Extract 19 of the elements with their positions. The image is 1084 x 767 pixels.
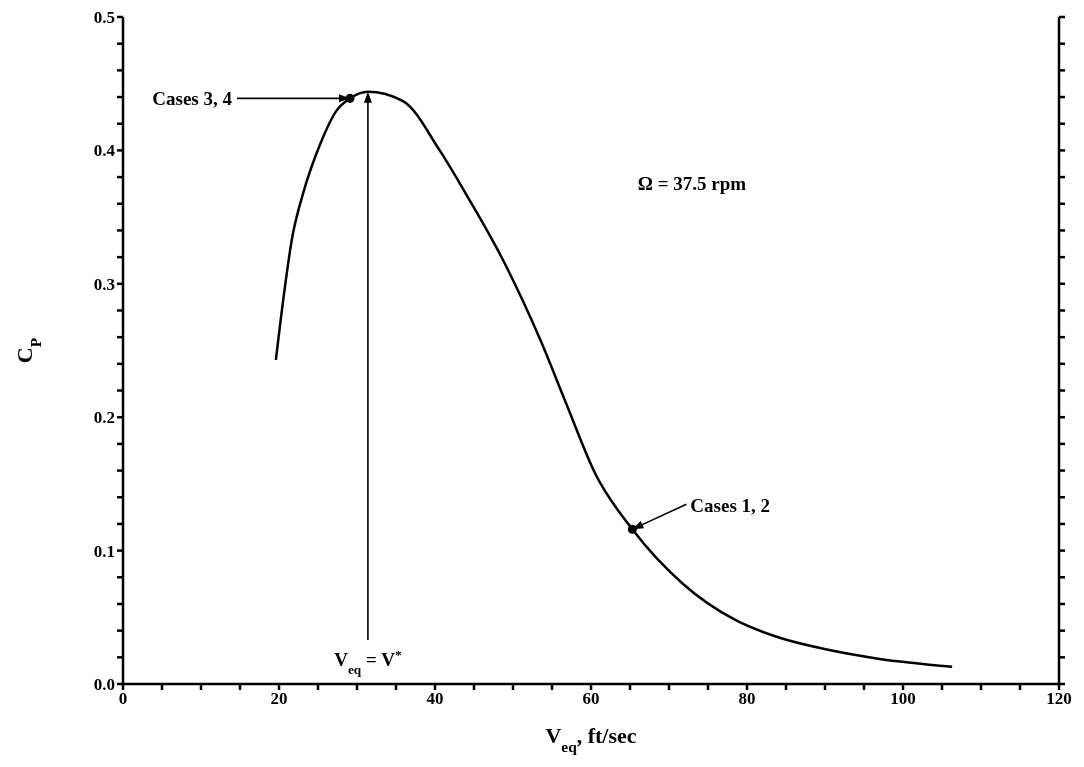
y-tick-label: 0.1 xyxy=(93,541,115,561)
y-tick-label: 0.0 xyxy=(93,675,115,695)
x-tick-label: 0 xyxy=(118,689,128,709)
annotation: Cases 3, 4 xyxy=(152,88,233,110)
x-tick-label: 100 xyxy=(890,689,916,709)
y-tick-label: 0.2 xyxy=(93,408,115,428)
line-series xyxy=(274,90,954,668)
x-tick-label: 40 xyxy=(426,689,444,709)
annotation: V$_{eq}$ = V$^{*}$ xyxy=(334,646,402,677)
x-tick-label: 60 xyxy=(582,689,600,709)
annotation: Ω = 37.5 rpm xyxy=(637,173,747,195)
y-tick-label: 0.5 xyxy=(93,8,115,28)
annotation: Cases 1, 2 xyxy=(690,495,771,517)
x-tick-label: 80 xyxy=(738,689,756,709)
x-axis-title: V$_{eq}$, ft/sec xyxy=(545,723,637,755)
y-tick-label: 0.4 xyxy=(93,141,116,161)
y-tick-label: 0.3 xyxy=(93,274,115,294)
x-tick-label: 120 xyxy=(1046,689,1072,709)
x-tick-label: 20 xyxy=(270,689,288,709)
